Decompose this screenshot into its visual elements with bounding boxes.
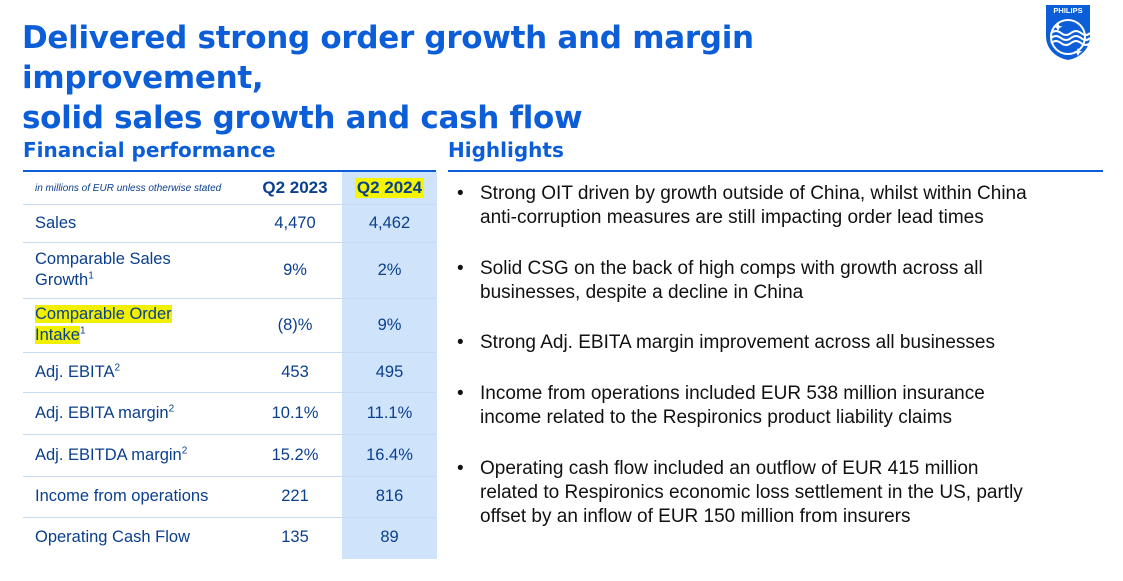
financial-divider (23, 170, 436, 172)
row-label-adj-ebitda-margin: Adj. EBITDA margin2 (35, 445, 188, 464)
bullet-dot: • (457, 458, 464, 479)
bullet-dot: • (457, 183, 464, 204)
title-line-2: solid sales growth and cash flow (22, 100, 583, 136)
q2-2024-column-highlight (342, 172, 437, 559)
value-q2-2023: 9% (283, 260, 307, 279)
bullet-dot: • (457, 383, 464, 404)
table-row: Comparable Sales Growth1 9% 2% (23, 242, 436, 299)
table-row: Adj. EBITA2 453 495 (23, 352, 436, 393)
value-q2-2024: 495 (375, 362, 404, 381)
column-header-q2-2024: Q2 2024 (342, 172, 437, 204)
title-line-1: Delivered strong order growth and margin… (22, 20, 754, 96)
value-q2-2023: (8)% (277, 315, 313, 334)
table-row: Comparable Order Intake1 (8)% 9% (23, 298, 436, 353)
highlights-divider (448, 170, 1103, 172)
value-q2-2024: 816 (375, 487, 404, 505)
page-title: Delivered strong order growth and margin… (22, 18, 982, 138)
row-label-adj-ebita-margin: Adj. EBITA margin2 (35, 403, 175, 422)
table-header-row: in millions of EUR unless otherwise stat… (23, 172, 436, 205)
bullet-dot: • (457, 332, 464, 353)
row-label-adj-ebita: Adj. EBITA2 (35, 362, 121, 381)
table-row: Income from operations 221 816 (23, 476, 436, 518)
value-q2-2024: 89 (380, 528, 399, 546)
highlights-heading: Highlights (448, 138, 564, 162)
philips-logo: PHILIPS (1046, 5, 1091, 60)
bullet-dot: • (457, 258, 464, 279)
table-row: Operating Cash Flow 135 89 (23, 517, 436, 558)
row-label-sales: Sales (35, 213, 77, 232)
logo-text: PHILIPS (1053, 6, 1082, 15)
value-q2-2023: 15.2% (271, 445, 319, 464)
value-q2-2023: 221 (281, 487, 309, 505)
row-label-income-from-operations: Income from operations (35, 487, 209, 505)
value-q2-2023: 453 (281, 362, 309, 381)
highlight-item: • Strong Adj. EBITA margin improvement a… (457, 332, 995, 353)
column-header-q2-2023: Q2 2023 (262, 178, 328, 197)
table-row: Adj. EBITDA margin2 15.2% 16.4% (23, 434, 436, 477)
table-row: Adj. EBITA margin2 10.1% 11.1% (23, 392, 436, 435)
highlight-item: • Strong OIT driven by growth outside of… (457, 183, 1027, 228)
row-label-operating-cash-flow: Operating Cash Flow (35, 528, 190, 546)
financial-performance-heading: Financial performance (23, 138, 276, 162)
row-label-comparable-order-intake: Comparable Order Intake1 (35, 305, 172, 344)
value-q2-2024: 11.1% (366, 403, 413, 422)
value-q2-2024: 4,462 (368, 213, 411, 232)
value-q2-2023: 10.1% (271, 403, 319, 422)
row-label-comparable-sales-growth: Comparable Sales Growth1 (35, 250, 171, 289)
highlight-item: • Solid CSG on the back of high comps wi… (457, 258, 983, 303)
highlight-item: • Operating cash flow included an outflo… (457, 458, 1023, 527)
value-q2-2024: 16.4% (366, 445, 413, 464)
highlight-item: • Income from operations included EUR 53… (457, 383, 985, 428)
value-q2-2024: 2% (377, 260, 402, 279)
units-note: in millions of EUR unless otherwise stat… (35, 182, 222, 194)
table-row: Sales 4,470 4,462 (23, 204, 436, 243)
column-header-q2-2024-text: Q2 2024 (354, 178, 425, 198)
value-q2-2023: 135 (281, 528, 309, 546)
value-q2-2023: 4,470 (274, 213, 316, 232)
value-q2-2024: 9% (377, 315, 402, 334)
